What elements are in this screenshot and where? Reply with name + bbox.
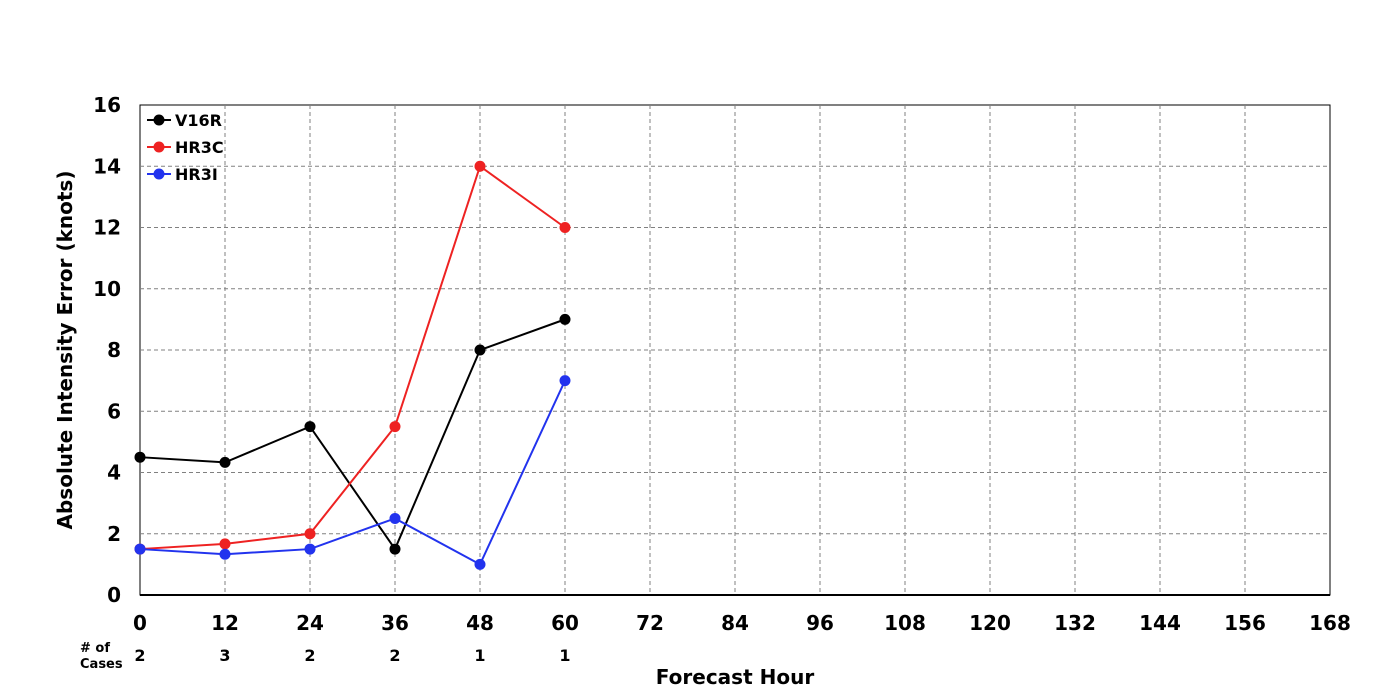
data-point-v16r [304,421,316,433]
x-tick-label: 132 [1054,611,1096,635]
x-tick-label: 60 [551,611,579,635]
x-axis-title: Forecast Hour [656,665,815,689]
series-line-hr3c [139,164,566,551]
case-counts: # of Cases 2 3 2 2 1 1 [80,641,571,672]
cases-label-line1: # of [80,641,110,656]
data-point-hr3i [559,375,571,387]
data-point-v16r [474,344,486,356]
y-tick-labels: 0 2 4 6 8 10 12 14 16 [93,93,121,607]
gridlines [140,105,1330,595]
x-tick-labels: 0 12 24 36 48 60 72 84 96 108 120 132 144 156 168 [133,611,1351,635]
data-point-hr3c [304,528,316,540]
x-tick-label: 168 [1309,611,1351,635]
data-point-hr3c [219,538,231,550]
data-point-v16r [219,456,231,468]
data-point-hr3i [134,543,146,555]
case-count-value: 2 [389,646,400,665]
data-point-hr3c [559,222,571,233]
x-tick-label: 24 [296,611,324,635]
x-tick-label: 0 [133,611,147,635]
case-count-value: 2 [304,646,315,665]
data-point-hr3i [304,543,316,555]
x-tick-label: 12 [211,611,239,635]
data-point-hr3i [219,548,231,560]
x-tick-label: 84 [721,611,749,635]
case-count-value: 3 [219,646,230,665]
y-tick-label: 6 [107,399,121,423]
x-tick-label: 144 [1139,611,1181,635]
series-line-v16r [139,318,566,552]
x-tick-label: 108 [884,611,926,635]
data-point-v16r [389,543,401,555]
legend-label-v16r: V16R [175,111,222,130]
y-axis-title: Absolute Intensity Error (knots) [53,171,77,530]
x-tick-label: 156 [1224,611,1266,635]
y-tick-label: 10 [93,277,121,301]
case-count-value: 1 [474,646,485,665]
series-line-hr3i [139,380,566,566]
legend: V16R HR3C HR3I [147,111,224,184]
data-point-hr3c [474,160,486,172]
case-count-value: 2 [134,646,145,665]
x-tick-label: 48 [466,611,494,635]
data-point-hr3i [474,558,486,570]
data-point-hr3i [389,512,401,524]
x-tick-label: 72 [636,611,664,635]
y-tick-label: 12 [93,216,121,240]
x-tick-label: 36 [381,611,409,635]
data-point-v16r [559,313,571,325]
y-tick-label: 4 [107,461,121,485]
y-tick-label: 0 [107,583,121,607]
x-tick-label: 96 [806,611,834,635]
y-tick-label: 14 [93,154,121,178]
legend-label-hr3c: HR3C [175,138,224,157]
series-lines [134,160,571,570]
y-tick-label: 2 [107,522,121,546]
x-tick-label: 120 [969,611,1011,635]
case-count-value: 1 [559,646,570,665]
cases-label-line2: Cases [80,657,123,672]
legend-label-hr3i: HR3I [175,165,218,184]
data-point-v16r [134,451,146,463]
data-point-hr3c [389,421,401,433]
y-tick-label: 16 [93,93,121,117]
legend-marker-hr3i [153,168,165,180]
legend-marker-v16r [153,114,165,126]
y-tick-label: 8 [107,338,121,362]
legend-marker-hr3c [153,141,165,153]
